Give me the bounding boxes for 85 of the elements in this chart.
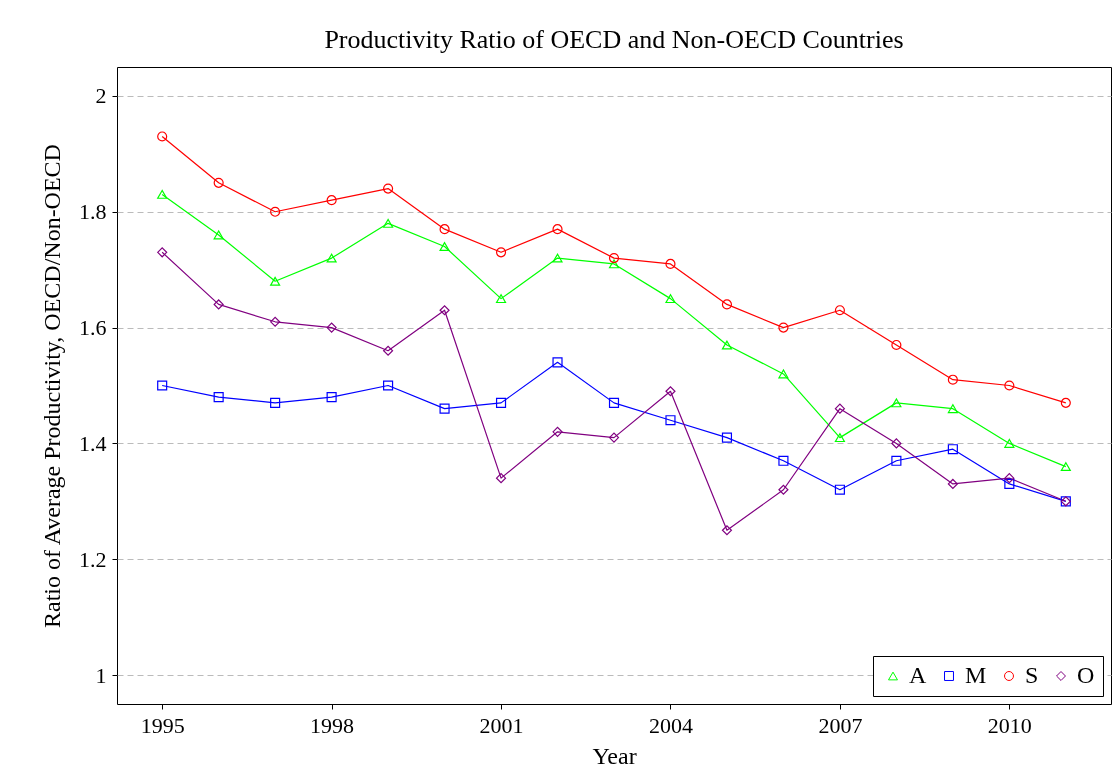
- point: [891, 339, 902, 351]
- y-tick-label: 1.2: [79, 546, 107, 572]
- point: [270, 397, 281, 408]
- y-axis-title: Ratio of Average Productivity, OECD/Non-OECD: [39, 144, 65, 628]
- point: [326, 195, 337, 206]
- point: [1004, 438, 1015, 448]
- x-axis-title: Year: [592, 742, 637, 769]
- point: [213, 177, 224, 188]
- point: [439, 224, 450, 235]
- point: [495, 294, 507, 304]
- point: [439, 305, 450, 316]
- point: [778, 484, 789, 495]
- legend-label: S: [1025, 662, 1039, 688]
- point: [608, 397, 620, 408]
- y-tick-label: 1.8: [79, 199, 107, 225]
- point: [891, 455, 902, 466]
- point: [1004, 478, 1015, 490]
- point: [834, 433, 845, 443]
- y-tick-label: 2: [95, 83, 107, 109]
- point: [326, 253, 337, 263]
- legend-label: O: [1077, 662, 1095, 688]
- point: [1060, 397, 1071, 408]
- point: [608, 253, 620, 264]
- point: [157, 131, 168, 142]
- point: [721, 432, 733, 443]
- point: [721, 525, 733, 536]
- point: [213, 230, 224, 240]
- point: [326, 322, 337, 333]
- point: [270, 316, 281, 327]
- point: [834, 305, 845, 316]
- point: [665, 415, 676, 426]
- point: [383, 380, 394, 391]
- x-tick-label: 1998: [310, 712, 355, 738]
- point: [608, 432, 620, 443]
- point: [326, 392, 337, 403]
- point: [891, 398, 902, 408]
- point: [383, 183, 394, 194]
- point: [157, 247, 168, 258]
- x-tick-label: 2007: [818, 712, 863, 738]
- point: [665, 386, 676, 397]
- point: [439, 403, 450, 414]
- y-tick-label: 1.6: [79, 315, 107, 341]
- point: [947, 374, 958, 385]
- point: [778, 322, 789, 333]
- point: [947, 444, 958, 455]
- point: [834, 484, 845, 495]
- point: [721, 299, 733, 310]
- point: [157, 189, 168, 199]
- point: [1060, 462, 1071, 472]
- legend-label: M: [965, 662, 987, 688]
- point: [383, 218, 394, 228]
- chart-title: Productivity Ratio of OECD and Non-OECD Countries: [324, 25, 904, 54]
- point: [721, 340, 733, 350]
- point: [778, 369, 789, 379]
- y-tick-label: 1: [95, 662, 107, 688]
- x-tick-label: 1995: [140, 712, 185, 738]
- point: [270, 206, 281, 217]
- x-tick-label: 2004: [648, 712, 693, 738]
- point: [439, 242, 450, 251]
- point: [1004, 473, 1015, 484]
- point: [383, 345, 394, 356]
- point: [947, 404, 958, 414]
- point: [552, 426, 563, 437]
- point: [947, 478, 958, 490]
- x-tick-label: 2010: [987, 712, 1032, 738]
- point: [157, 380, 168, 391]
- point: [552, 253, 563, 263]
- point: [495, 473, 507, 484]
- x-tick-label: 2001: [479, 712, 524, 738]
- legend-label: A: [909, 662, 927, 688]
- point: [552, 357, 563, 368]
- y-tick-label: 1.4: [79, 430, 107, 456]
- point: [213, 299, 224, 310]
- point: [213, 392, 224, 403]
- point: [552, 224, 563, 235]
- point: [270, 276, 281, 286]
- point: [495, 397, 507, 408]
- point: [665, 294, 676, 304]
- point: [834, 403, 845, 414]
- point: [1004, 380, 1015, 391]
- point: [778, 455, 789, 466]
- point: [608, 259, 620, 269]
- point: [495, 247, 507, 258]
- point: [665, 258, 676, 269]
- point: [891, 438, 902, 449]
